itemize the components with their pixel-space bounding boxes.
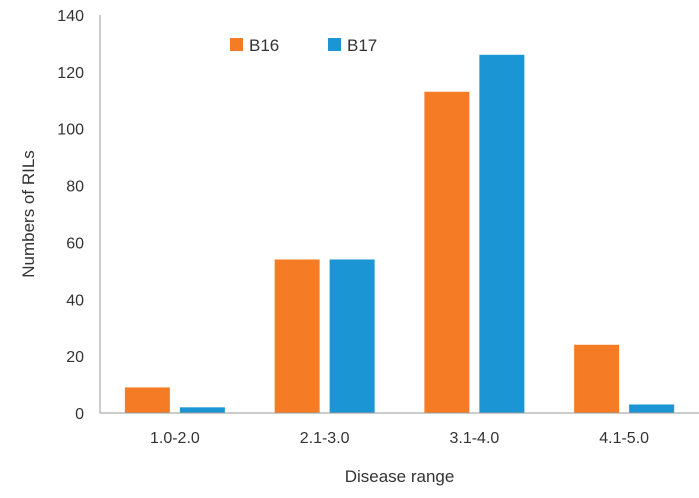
x-axis-label: Disease range — [345, 467, 455, 486]
bar-b16-2.1-3.0 — [274, 259, 320, 413]
bar-b17-2.1-3.0 — [329, 259, 375, 413]
x-tick-label: 1.0-2.0 — [150, 430, 200, 447]
x-tick-label: 4.1-5.0 — [599, 430, 649, 447]
legend-label-b16: B16 — [249, 36, 279, 55]
bar-b17-1.0-2.0 — [179, 407, 225, 413]
bar-b17-4.1-5.0 — [629, 404, 675, 413]
bar-b17-3.1-4.0 — [479, 54, 525, 414]
y-tick-label: 100 — [57, 122, 84, 139]
y-tick-label: 40 — [66, 292, 84, 309]
y-tick-label: 60 — [66, 235, 84, 252]
y-tick-label: 120 — [57, 65, 84, 82]
y-axis-label: Numbers of RILs — [19, 150, 38, 278]
legend-swatch-b17 — [328, 38, 341, 51]
y-tick-label: 0 — [75, 406, 84, 423]
legend-label-b17: B17 — [347, 36, 377, 55]
y-tick-label: 140 — [57, 8, 84, 25]
bar-b16-4.1-5.0 — [574, 344, 620, 413]
bar-b16-3.1-4.0 — [424, 91, 470, 413]
x-tick-label: 2.1-3.0 — [300, 430, 350, 447]
y-tick-label: 80 — [66, 179, 84, 196]
legend: B16 B17 — [230, 36, 377, 55]
x-tick-label: 3.1-4.0 — [449, 430, 499, 447]
bar-b16-1.0-2.0 — [124, 387, 170, 413]
legend-swatch-b16 — [230, 38, 243, 51]
bars — [124, 54, 675, 414]
x-tick-labels: 1.0-2.0 2.1-3.0 3.1-4.0 4.1-5.0 — [150, 430, 649, 447]
y-tick-labels: 0 20 40 60 80 100 120 140 — [57, 8, 84, 423]
y-tick-label: 20 — [66, 349, 84, 366]
